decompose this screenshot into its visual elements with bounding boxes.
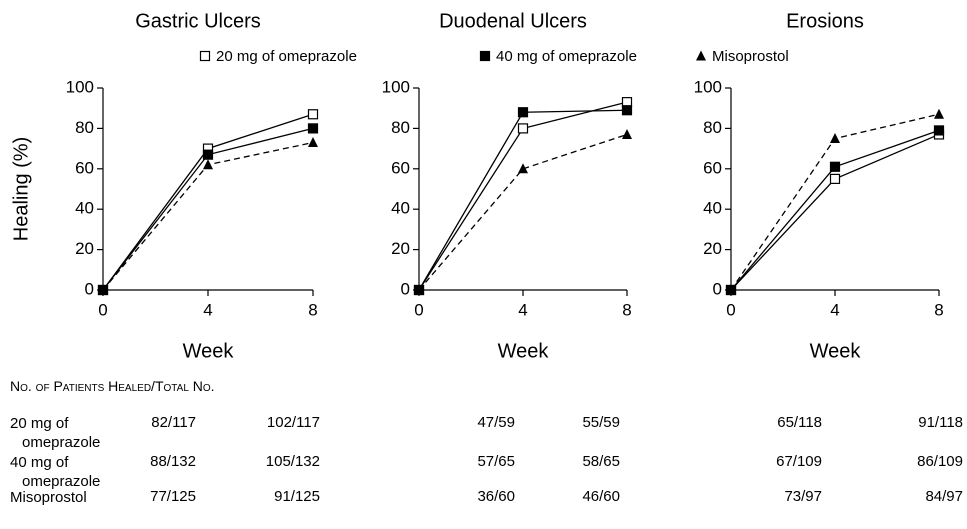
y-tick-label: 20 — [391, 239, 410, 258]
table-cell: 65/118 — [777, 414, 822, 431]
marker — [933, 125, 945, 136]
marker — [203, 159, 213, 170]
y-tick-label: 40 — [75, 199, 94, 218]
y-tick-label: 80 — [703, 118, 722, 137]
marker — [829, 173, 841, 184]
table-cell: 46/60 — [582, 488, 620, 505]
x-tick-label: 4 — [518, 300, 527, 319]
y-tick-label: 60 — [75, 158, 94, 177]
x-tick-label: 8 — [308, 300, 317, 319]
row-label: 20 mg of omeprazole — [10, 415, 101, 451]
marker — [517, 107, 529, 118]
table-cell: 58/65 — [582, 453, 620, 470]
series-line — [102, 113, 314, 291]
table-cell: 105/132 — [265, 453, 320, 470]
y-tick-label: 100 — [382, 77, 410, 96]
marker — [622, 128, 632, 139]
y-tick-label: 0 — [401, 279, 410, 298]
y-tick-label: 40 — [391, 199, 410, 218]
table-cell: 73/97 — [784, 488, 822, 505]
x-tick-label: 8 — [934, 300, 943, 319]
x-tick-label: 0 — [726, 300, 735, 319]
marker — [518, 163, 528, 174]
y-tick-label: 80 — [391, 118, 410, 137]
marker — [621, 105, 633, 116]
x-tick-label: 8 — [622, 300, 631, 319]
table-cell: 88/132 — [150, 453, 196, 470]
x-axis-label: Week — [498, 340, 550, 362]
table-cell: 91/118 — [918, 414, 963, 431]
y-tick-label: 0 — [713, 279, 722, 298]
y-tick-label: 0 — [85, 279, 94, 298]
table-cell: 67/109 — [776, 453, 822, 470]
y-tick-label: 100 — [66, 77, 94, 96]
x-tick-label: 0 — [98, 300, 107, 319]
chart-title: Duodenal Ulcers — [439, 10, 587, 32]
marker — [199, 50, 211, 62]
y-axis-label: Healing (%) — [10, 137, 32, 241]
table-cell: 86/109 — [917, 453, 963, 470]
marker — [934, 108, 944, 119]
row-label: Misoprostol — [10, 489, 87, 506]
table-cell: 36/60 — [477, 488, 515, 505]
x-axis-label: Week — [810, 340, 862, 362]
marker — [98, 284, 108, 295]
marker — [202, 149, 214, 160]
marker — [479, 50, 491, 62]
y-tick-label: 80 — [75, 118, 94, 137]
marker — [829, 161, 841, 172]
table-cell: 102/117 — [266, 414, 320, 431]
table-cell: 47/59 — [477, 414, 515, 431]
table-cell: 82/117 — [151, 414, 196, 431]
table-cell: 84/97 — [925, 488, 963, 505]
y-tick-label: 40 — [703, 199, 722, 218]
table-cell: 91/125 — [274, 488, 320, 505]
marker — [726, 284, 736, 295]
y-tick-label: 60 — [391, 158, 410, 177]
marker — [307, 109, 319, 120]
table-cell: 55/59 — [582, 414, 620, 431]
y-tick-label: 100 — [694, 77, 722, 96]
legend-label: 20 mg of omeprazole — [216, 48, 357, 65]
series-line — [418, 109, 628, 291]
y-tick-label: 60 — [703, 158, 722, 177]
series-line — [730, 133, 940, 291]
marker — [517, 123, 529, 134]
chart-title: Gastric Ulcers — [135, 10, 261, 32]
marker — [830, 133, 840, 143]
x-axis-label: Week — [183, 340, 235, 362]
legend-label: Misoprostol — [712, 48, 789, 65]
y-tick-label: 20 — [703, 239, 722, 258]
table-title: No. of Patients Healed/Total No. — [10, 378, 215, 394]
marker — [308, 137, 318, 148]
table-cell: 77/125 — [150, 488, 196, 505]
x-tick-label: 0 — [414, 300, 423, 319]
x-tick-label: 4 — [830, 300, 839, 319]
marker — [696, 50, 706, 61]
legend-label: 40 mg of omeprazole — [496, 48, 637, 65]
marker — [307, 123, 319, 134]
y-tick-label: 20 — [75, 239, 94, 258]
series-line — [418, 133, 628, 291]
marker — [414, 284, 424, 295]
x-tick-label: 4 — [203, 300, 212, 319]
row-label: 40 mg of omeprazole — [10, 454, 101, 490]
series-line — [730, 129, 940, 291]
chart-title: Erosions — [786, 10, 864, 32]
table-cell: 57/65 — [477, 453, 515, 470]
